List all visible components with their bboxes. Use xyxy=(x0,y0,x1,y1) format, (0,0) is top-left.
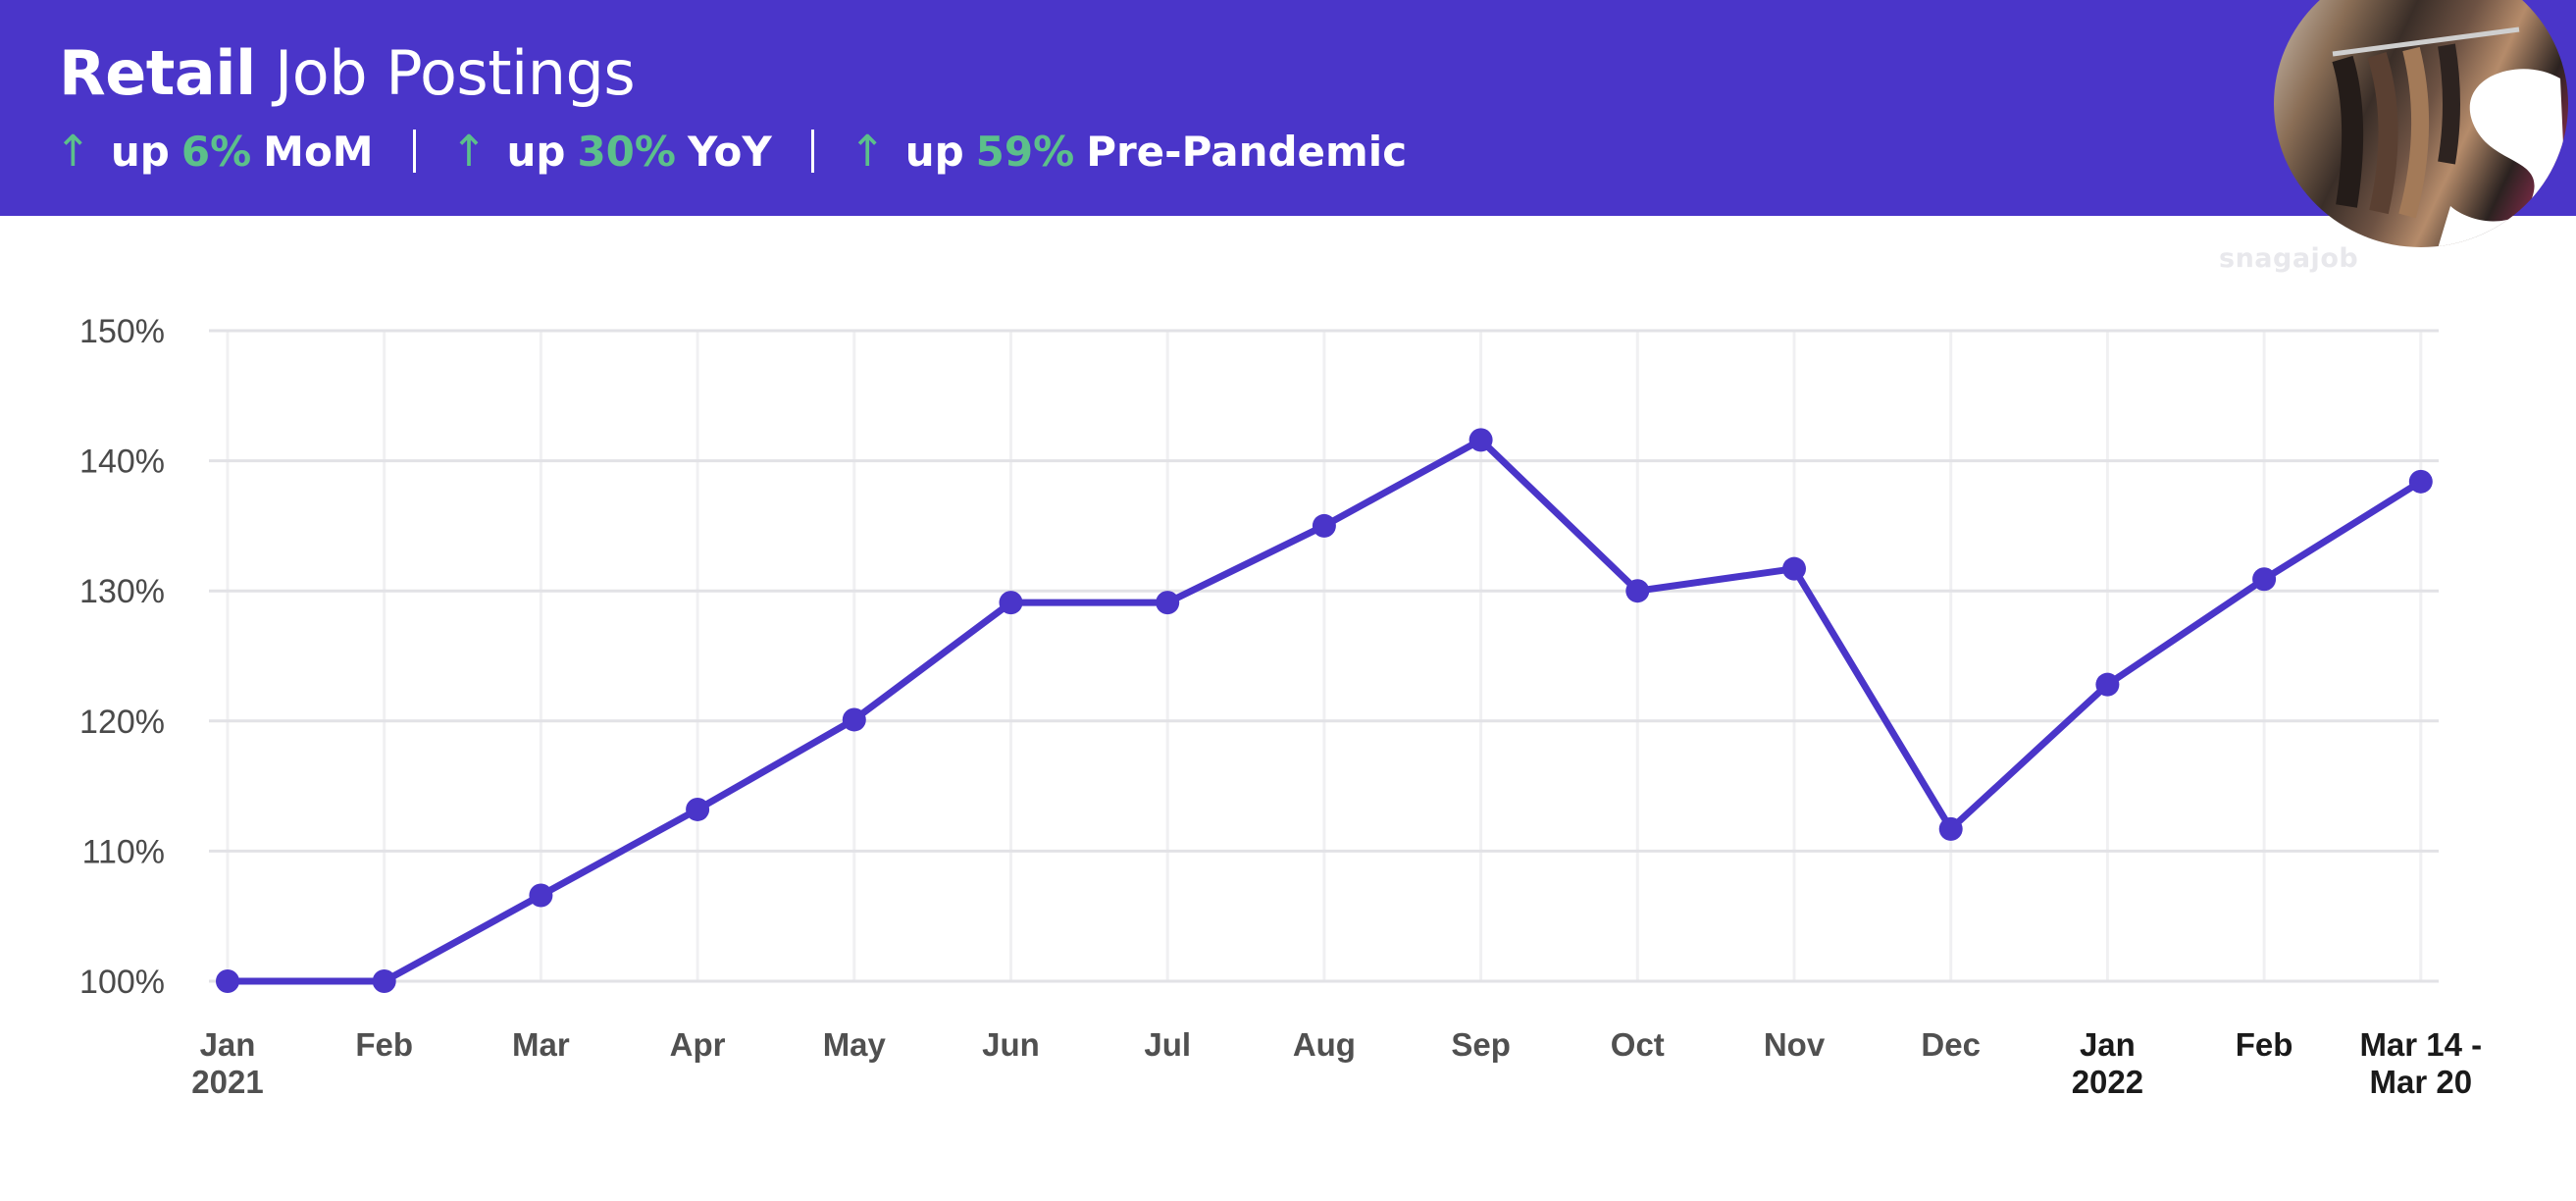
data-point xyxy=(2095,672,2120,697)
data-point xyxy=(216,969,239,993)
x-tick-label: Mar xyxy=(512,1026,570,1063)
data-point xyxy=(2252,567,2277,592)
x-tick-label: Nov xyxy=(1764,1026,1826,1063)
snagajob-watermark: snagajob xyxy=(2219,243,2359,274)
x-tick-label: Mar 14 -Mar 20 xyxy=(2359,1026,2482,1100)
arrow-up-icon: ↑ xyxy=(450,126,488,177)
y-tick-label: 120% xyxy=(79,704,165,741)
stats-row: ↑ up 6% MoM ↑ up 30% YoY ↑ up 59% Pre-Pa… xyxy=(55,122,1407,181)
x-tick-label: Jul xyxy=(1144,1026,1191,1063)
data-point xyxy=(1156,591,1180,615)
x-tick-label: Jan 2021 xyxy=(191,1026,263,1100)
stat-prefix: up xyxy=(904,127,964,176)
x-tick-label: Sep xyxy=(1451,1026,1511,1063)
data-point xyxy=(686,797,710,821)
header-banner: Retail Job Postings ↑ up 6% MoM ↑ up 30%… xyxy=(0,0,2576,216)
data-point xyxy=(529,883,553,908)
stat-percent: 6% xyxy=(180,127,252,176)
data-point xyxy=(1468,428,1493,452)
y-tick-label: 140% xyxy=(79,444,165,481)
x-tick-label: Feb xyxy=(355,1026,413,1063)
y-tick-label: 130% xyxy=(79,573,165,610)
data-point xyxy=(1782,556,1806,581)
stat-mom: ↑ up 6% MoM xyxy=(55,127,374,177)
x-tick-label: Jan 2022 xyxy=(2072,1026,2143,1100)
data-point xyxy=(1938,816,1963,841)
page-title: Retail Job Postings xyxy=(59,37,636,109)
stat-pre-pandemic: ↑ up 59% Pre-Pandemic xyxy=(850,127,1407,177)
x-tick-label: Jun xyxy=(982,1026,1040,1063)
stat-prefix: up xyxy=(506,127,566,176)
x-tick-label: Apr xyxy=(670,1026,726,1063)
arrow-up-icon: ↑ xyxy=(849,126,886,177)
y-tick-label: 150% xyxy=(79,313,165,350)
stat-percent: 59% xyxy=(975,127,1075,176)
x-tick-label: Feb xyxy=(2236,1026,2293,1063)
data-point xyxy=(2408,469,2433,494)
stat-prefix: up xyxy=(110,127,170,176)
title-rest: Job Postings xyxy=(275,37,636,109)
stat-divider xyxy=(412,130,416,173)
arrow-up-icon: ↑ xyxy=(55,126,91,177)
stat-percent: 30% xyxy=(577,127,676,176)
data-point xyxy=(999,591,1023,615)
data-point xyxy=(842,707,866,732)
data-point xyxy=(1625,579,1650,603)
clothing-rack-photo xyxy=(2274,0,2568,247)
data-point xyxy=(372,969,396,993)
stat-yoy: ↑ up 30% YoY xyxy=(451,127,772,177)
stat-label: Pre-Pandemic xyxy=(1086,127,1408,176)
data-point xyxy=(1312,513,1336,538)
x-tick-label: Dec xyxy=(1921,1026,1981,1063)
title-bold: Retail xyxy=(59,37,256,109)
snagajob-s-logo-icon xyxy=(2332,26,2568,247)
stat-label: MoM xyxy=(263,127,374,176)
stat-label: YoY xyxy=(687,127,772,176)
y-tick-label: 100% xyxy=(79,964,165,1001)
x-tick-label: Oct xyxy=(1611,1026,1665,1063)
x-tick-label: May xyxy=(823,1026,887,1063)
x-tick-label: Aug xyxy=(1293,1026,1356,1063)
stat-divider xyxy=(810,130,814,173)
y-tick-label: 110% xyxy=(82,833,165,870)
